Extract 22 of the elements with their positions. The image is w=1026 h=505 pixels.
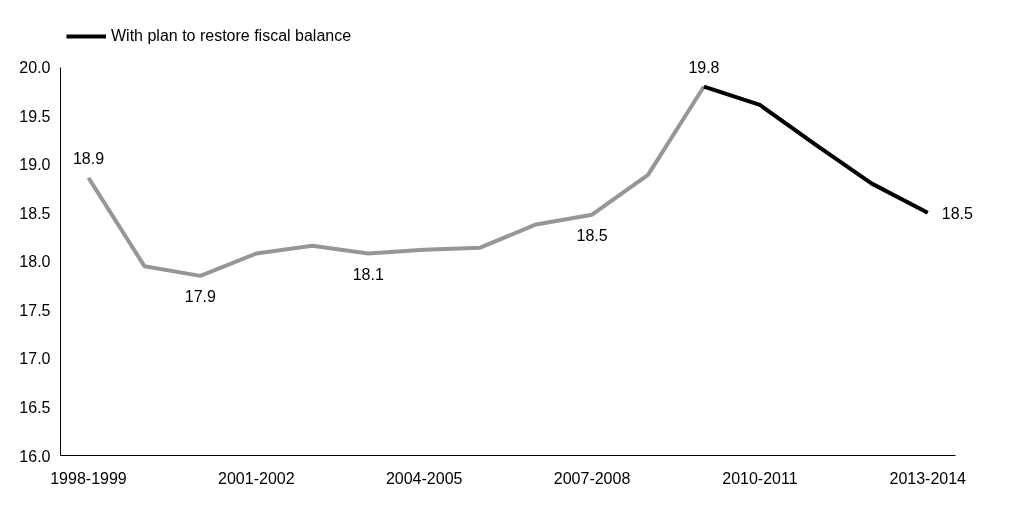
text: 20.0 [19,59,51,77]
legend-label: With plan to restore fiscal balance [111,27,352,45]
text: 17.5 [19,301,51,319]
text: 19.5 [19,107,51,125]
x-tick-label: 2013-2014 [889,469,967,487]
text: 16.5 [19,398,51,416]
text: 18.0 [19,253,51,271]
data-label: 19.8 [688,58,720,76]
x-tick-label: 2007-2008 [553,469,631,487]
x-tick-label: 2010-2011 [722,469,798,487]
text: 18.5 [19,204,51,222]
data-label: 18.1 [352,265,384,283]
x-tick-label: 2004-2005 [385,469,463,487]
text: 16.0 [19,447,51,465]
text: 19.0 [19,156,51,174]
data-label: 18.5 [576,226,608,244]
x-tick-label: 2001-2002 [218,469,295,487]
data-label: 17.9 [184,287,217,305]
data-label: 18.9 [72,149,105,167]
text: 17.0 [19,350,51,368]
data-label: 18.5 [941,204,973,222]
x-tick-label: 1998-1999 [50,469,127,487]
